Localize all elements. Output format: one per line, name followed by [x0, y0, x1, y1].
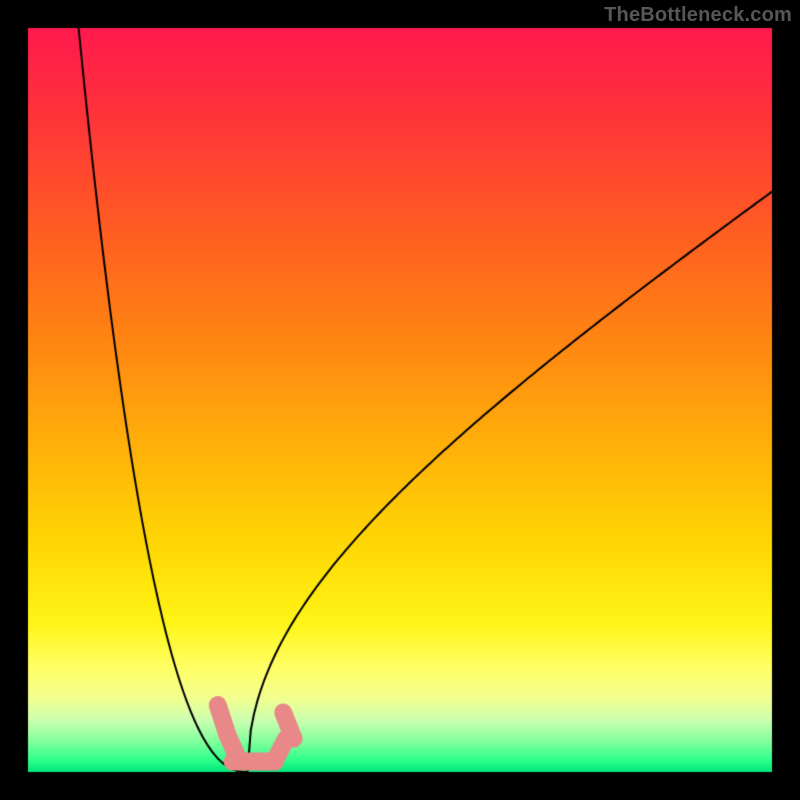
watermark-text: TheBottleneck.com	[604, 4, 792, 27]
chart-stage: TheBottleneck.com	[0, 0, 800, 800]
bottleneck-chart-canvas	[0, 0, 800, 800]
